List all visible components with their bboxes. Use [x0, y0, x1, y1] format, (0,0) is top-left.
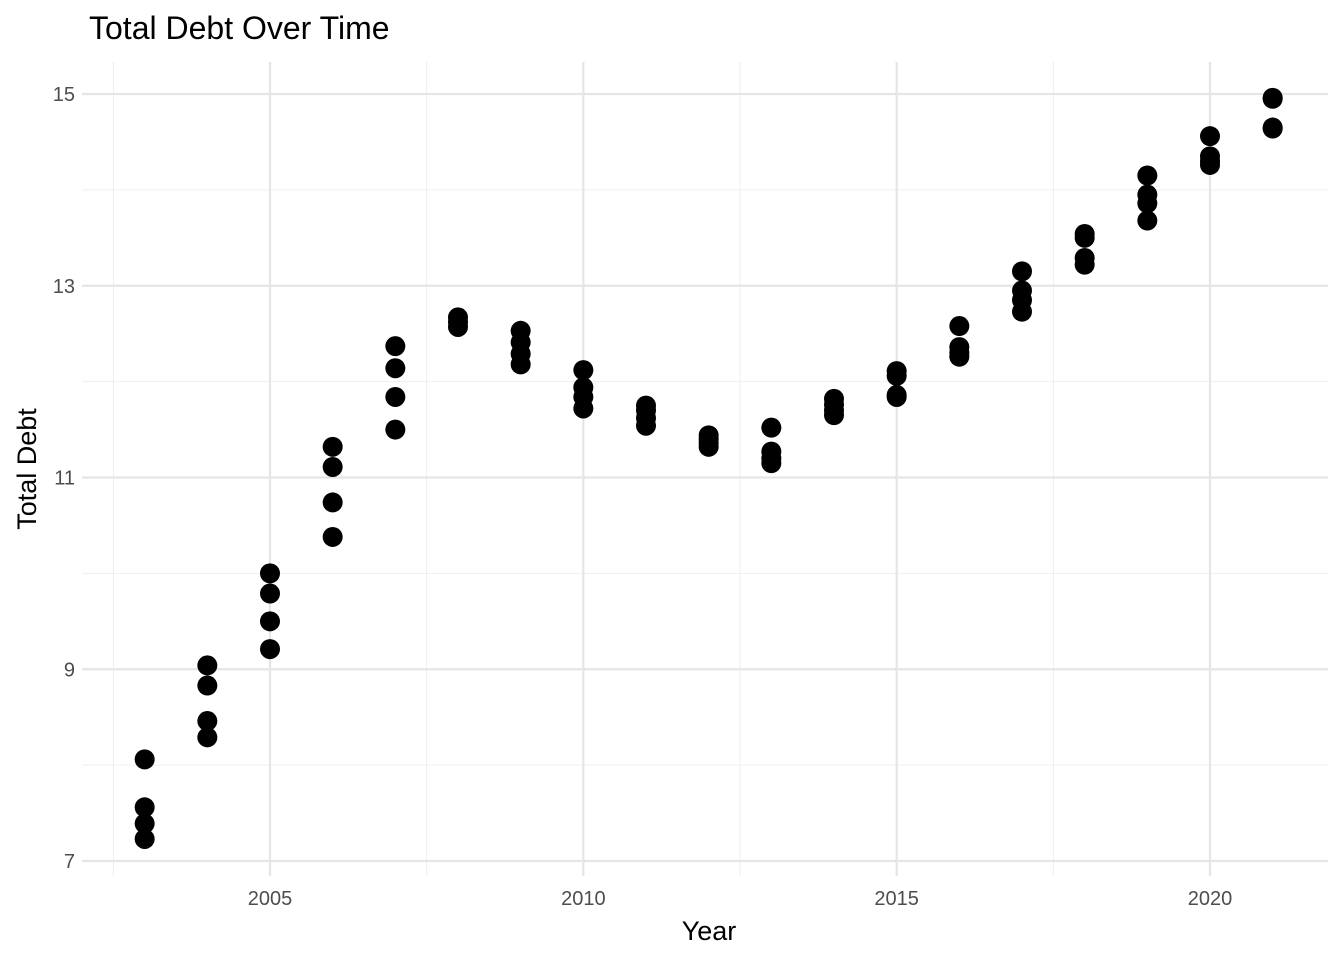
grid-layer — [82, 62, 1328, 876]
data-point — [385, 358, 406, 379]
data-point — [886, 365, 907, 386]
data-point — [761, 417, 782, 438]
data-point — [322, 492, 343, 513]
data-point — [197, 727, 218, 748]
data-point — [824, 405, 844, 426]
data-point — [1137, 193, 1158, 214]
data-point — [886, 386, 907, 407]
data-point — [698, 436, 719, 457]
data-point — [134, 828, 155, 849]
data-point — [761, 453, 782, 474]
data-point — [385, 386, 406, 407]
data-point — [448, 316, 468, 337]
data-point — [322, 526, 343, 547]
data-point — [1137, 165, 1158, 186]
data-point — [573, 360, 594, 381]
y-tick-label: 7 — [64, 851, 75, 873]
tick-label-layer: 2005 2010 2015 2020 7 9 11 13 15 — [53, 84, 1233, 910]
data-point — [1074, 254, 1095, 275]
data-point — [1262, 88, 1283, 109]
data-point — [322, 436, 343, 457]
x-tick-label: 2020 — [1188, 888, 1233, 910]
y-tick-label: 11 — [54, 468, 75, 490]
data-point — [260, 611, 280, 632]
data-point — [1200, 154, 1220, 175]
x-tick-label: 2005 — [248, 888, 293, 910]
data-point — [385, 336, 406, 357]
data-point — [197, 655, 218, 676]
x-tick-label: 2010 — [561, 888, 606, 910]
data-point — [134, 797, 155, 818]
data-point — [260, 563, 280, 584]
data-point — [949, 316, 970, 337]
x-tick-label: 2015 — [874, 888, 919, 910]
data-point — [1262, 118, 1283, 139]
data-point — [322, 456, 343, 477]
y-tick-label: 9 — [64, 659, 75, 681]
data-point — [1137, 210, 1158, 231]
data-point — [260, 583, 280, 604]
chart-title: Total Debt Over Time — [89, 10, 390, 46]
data-point — [510, 354, 531, 375]
data-point-layer — [134, 87, 1283, 849]
data-point — [260, 639, 280, 660]
x-axis-title: Year — [682, 916, 737, 946]
data-point — [636, 415, 656, 436]
data-point — [134, 749, 155, 770]
data-point — [573, 398, 594, 419]
y-axis-title: Total Debt — [12, 408, 42, 530]
data-point — [197, 711, 218, 732]
data-point — [1012, 261, 1032, 282]
y-tick-label: 13 — [53, 276, 75, 298]
data-point — [949, 346, 970, 367]
data-point — [385, 419, 406, 440]
data-point — [1200, 126, 1220, 147]
data-point — [1012, 301, 1032, 322]
data-point — [134, 813, 155, 834]
data-point — [197, 675, 218, 696]
y-tick-label: 15 — [53, 84, 75, 106]
data-point — [1074, 227, 1095, 248]
